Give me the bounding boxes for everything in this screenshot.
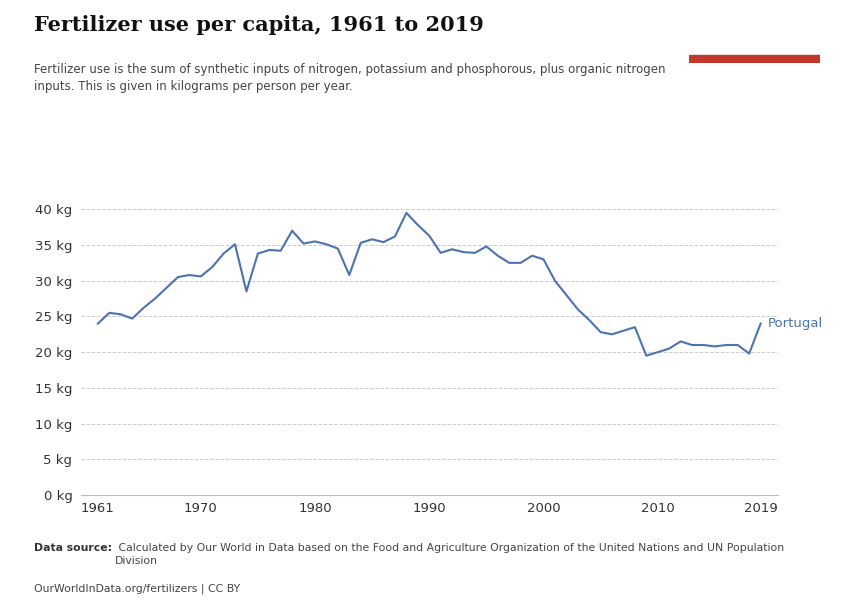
Text: Fertilizer use is the sum of synthetic inputs of nitrogen, potassium and phospho: Fertilizer use is the sum of synthetic i…: [34, 63, 666, 93]
Text: Fertilizer use per capita, 1961 to 2019: Fertilizer use per capita, 1961 to 2019: [34, 15, 484, 35]
Text: Calculated by Our World in Data based on the Food and Agriculture Organization o: Calculated by Our World in Data based on…: [115, 543, 784, 566]
Text: Our World: Our World: [724, 18, 784, 28]
Text: Portugal: Portugal: [768, 317, 823, 330]
Text: Data source:: Data source:: [34, 543, 112, 553]
Text: OurWorldInData.org/fertilizers | CC BY: OurWorldInData.org/fertilizers | CC BY: [34, 583, 240, 594]
Text: in Data: in Data: [733, 35, 775, 45]
Bar: [688, 55, 820, 63]
